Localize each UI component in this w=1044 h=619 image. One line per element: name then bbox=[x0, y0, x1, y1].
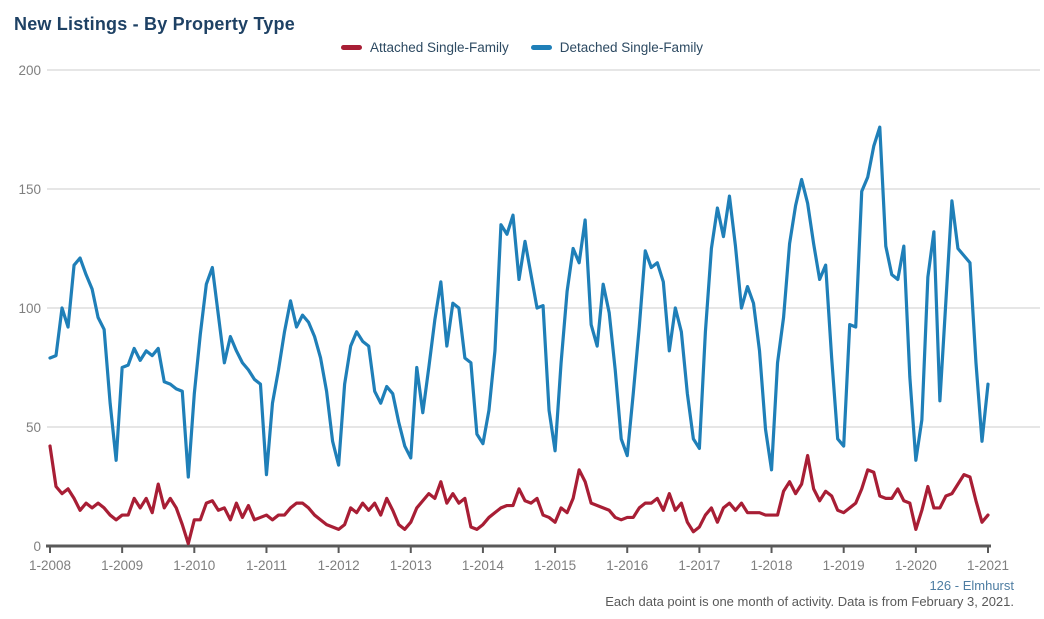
svg-text:0: 0 bbox=[33, 539, 41, 554]
svg-text:150: 150 bbox=[18, 182, 41, 197]
svg-text:1-2012: 1-2012 bbox=[318, 558, 360, 573]
legend-item-detached[interactable]: Detached Single-Family bbox=[530, 40, 704, 55]
svg-text:1-2016: 1-2016 bbox=[606, 558, 648, 573]
svg-text:1-2011: 1-2011 bbox=[246, 558, 287, 573]
attached-series-line bbox=[48, 444, 990, 546]
svg-text:1-2019: 1-2019 bbox=[823, 558, 865, 573]
axis-tick-labels: 0 50 100 150 200 1-2008 1-2009 1-2010 1-2011 1-20… bbox=[18, 63, 1009, 573]
chart-title: New Listings - By Property Type bbox=[14, 14, 295, 34]
svg-text:1-2010: 1-2010 bbox=[173, 558, 215, 573]
x-axis bbox=[46, 544, 991, 553]
legend-label-attached: Attached Single-Family bbox=[369, 40, 509, 55]
svg-text:1-2021: 1-2021 bbox=[967, 558, 1009, 573]
legend-item-attached[interactable]: Attached Single-Family bbox=[340, 40, 509, 55]
svg-text:1-2009: 1-2009 bbox=[101, 558, 143, 573]
svg-text:1-2014: 1-2014 bbox=[462, 558, 505, 573]
legend-label-detached: Detached Single-Family bbox=[559, 40, 704, 55]
svg-text:50: 50 bbox=[26, 420, 41, 435]
svg-text:1-2013: 1-2013 bbox=[390, 558, 432, 573]
chart-footer: 126 - Elmhurst Each data point is one mo… bbox=[314, 578, 1014, 610]
svg-text:1-2020: 1-2020 bbox=[895, 558, 937, 573]
plot-area[interactable] bbox=[50, 70, 988, 546]
svg-text:100: 100 bbox=[18, 301, 41, 316]
chart-legend: Attached Single-Family Detached Single-F… bbox=[0, 40, 1044, 55]
svg-text:1-2018: 1-2018 bbox=[751, 558, 793, 573]
detached-series-line bbox=[48, 125, 990, 479]
detached-series-swatch-icon bbox=[530, 45, 552, 50]
location-label: 126 - Elmhurst bbox=[929, 578, 1014, 593]
svg-text:200: 200 bbox=[18, 63, 41, 78]
attached-series-swatch-icon bbox=[340, 45, 362, 50]
footnote: Each data point is one month of activity… bbox=[605, 594, 1014, 609]
gridlines bbox=[47, 69, 1040, 428]
svg-text:1-2017: 1-2017 bbox=[678, 558, 720, 573]
svg-text:1-2015: 1-2015 bbox=[534, 558, 576, 573]
svg-text:1-2008: 1-2008 bbox=[29, 558, 71, 573]
